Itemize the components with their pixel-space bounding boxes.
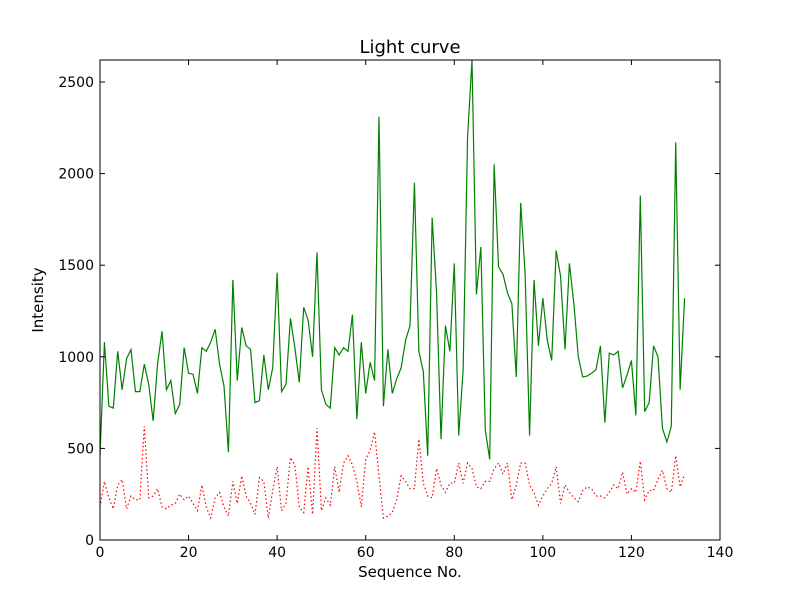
y-axis-ticks: 0 500 1000 1500 2000 2500 <box>58 75 720 549</box>
y-axis-label: Intensity <box>29 267 47 332</box>
y-tick-label: 2500 <box>58 75 94 91</box>
x-tick-label: 20 <box>180 545 198 561</box>
y-tick-label: 2000 <box>58 167 94 183</box>
plot-area: 0 20 40 60 80 100 120 140 0 500 1000 1500 2000 2500 <box>58 59 734 561</box>
series-line-1 <box>99 59 686 460</box>
x-axis-label: Sequence No. <box>358 563 462 581</box>
y-tick-label: 1500 <box>58 258 94 274</box>
y-tick-label: 1000 <box>58 350 94 366</box>
series-layer <box>99 59 686 521</box>
chart-title: Light curve <box>359 37 460 58</box>
x-tick-label: 100 <box>529 545 556 561</box>
y-tick-label: 0 <box>85 533 94 549</box>
x-tick-label: 0 <box>96 545 105 561</box>
x-tick-label: 40 <box>268 545 286 561</box>
axes-frame <box>99 59 721 541</box>
x-tick-label: 140 <box>707 545 734 561</box>
y-tick-label: 500 <box>67 441 94 457</box>
x-tick-label: 120 <box>618 545 645 561</box>
x-tick-label: 80 <box>445 545 463 561</box>
x-tick-label: 60 <box>357 545 375 561</box>
series-line-2 <box>99 426 686 521</box>
axes-background <box>100 60 720 540</box>
x-axis-ticks: 0 20 40 60 80 100 120 140 <box>96 60 734 561</box>
